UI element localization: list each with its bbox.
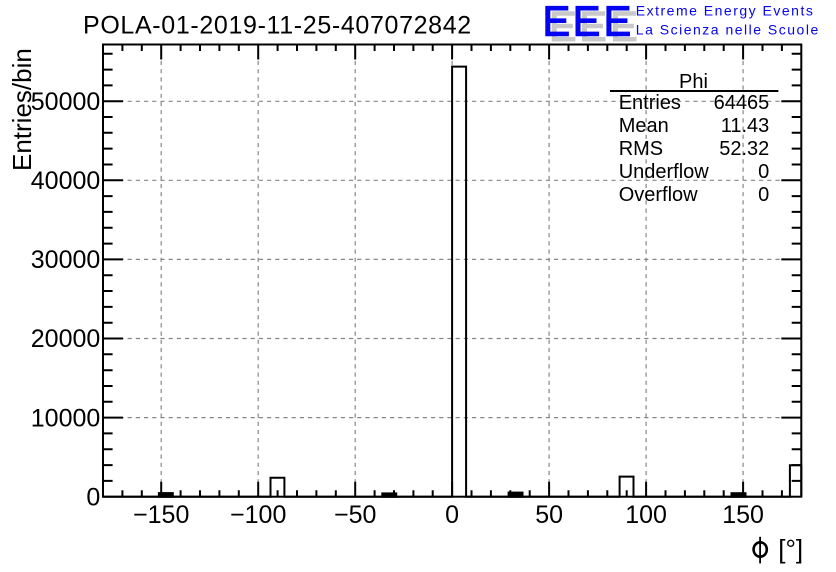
svg-text:0: 0 [758,161,769,183]
svg-text:0: 0 [758,184,769,206]
svg-text:−100: −100 [230,501,286,529]
svg-text:20000: 20000 [31,325,101,353]
svg-text:64465: 64465 [714,92,770,114]
svg-text:[°]: [°] [778,534,803,564]
svg-text:30000: 30000 [31,246,101,274]
svg-text:11.43: 11.43 [721,115,770,137]
svg-text:Underflow: Underflow [619,161,710,183]
svg-text:0: 0 [86,483,100,511]
svg-text:50000: 50000 [31,88,101,116]
svg-text:Entries/bin: Entries/bin [7,48,37,171]
svg-text:150: 150 [722,501,764,529]
svg-text:RMS: RMS [619,138,663,160]
svg-text:Entries: Entries [619,92,681,114]
svg-text:−150: −150 [133,501,189,529]
svg-text:La Scienza nelle Scuole: La Scienza nelle Scuole [636,22,820,38]
svg-text:50: 50 [535,501,563,529]
svg-text:Mean: Mean [619,115,669,137]
svg-text:0: 0 [445,501,459,529]
svg-text:Phi: Phi [679,71,708,93]
svg-text:POLA-01-2019-11-25-407072842: POLA-01-2019-11-25-407072842 [83,12,472,40]
svg-text:10000: 10000 [31,404,101,432]
svg-text:52.32: 52.32 [719,138,769,160]
svg-text:Overflow: Overflow [619,184,698,206]
svg-text:100: 100 [625,501,667,529]
svg-text:−50: −50 [334,501,376,529]
svg-text:40000: 40000 [31,167,101,195]
svg-text:Extreme Energy Events: Extreme Energy Events [636,3,815,19]
